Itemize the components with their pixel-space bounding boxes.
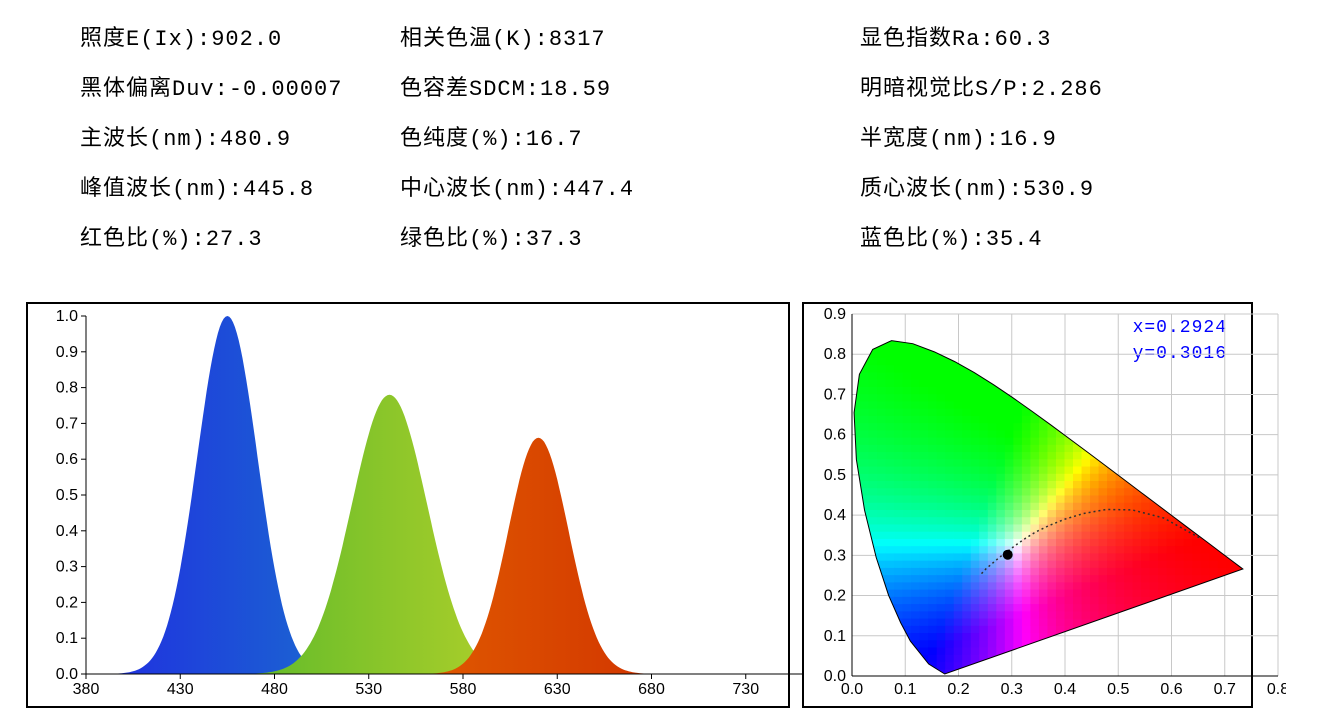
metric-duv: 黑体偏离Duv:-0.00007 [80, 70, 400, 102]
svg-text:0.6: 0.6 [824, 427, 846, 444]
metric-blue-ratio: 蓝色比(%):35.4 [860, 220, 1253, 252]
svg-text:0.3: 0.3 [1001, 681, 1023, 698]
metric-peak-wl: 峰值波长(nm):445.8 [80, 170, 400, 202]
metric-cct: 相关色温(K):8317 [400, 20, 860, 52]
svg-text:0.8: 0.8 [1267, 681, 1286, 698]
metric-fwhm: 半宽度(nm):16.9 [860, 120, 1253, 152]
metric-purity: 色纯度(%):16.7 [400, 120, 860, 152]
svg-text:0.0: 0.0 [841, 681, 863, 698]
svg-text:680: 680 [638, 681, 665, 698]
svg-text:0.1: 0.1 [824, 628, 846, 645]
svg-text:580: 580 [450, 681, 477, 698]
metrics-grid: 照度E(Ix):902.0 相关色温(K):8317 显色指数Ra:60.3 黑… [80, 20, 1253, 252]
svg-text:530: 530 [355, 681, 382, 698]
svg-text:0.5: 0.5 [56, 487, 78, 504]
svg-text:0.4: 0.4 [1054, 681, 1076, 698]
metric-center-wl: 中心波长(nm):447.4 [400, 170, 860, 202]
svg-text:0.9: 0.9 [824, 306, 846, 323]
svg-text:0.5: 0.5 [1107, 681, 1129, 698]
metric-cri: 显色指数Ra:60.3 [860, 20, 1253, 52]
svg-text:0.1: 0.1 [56, 630, 78, 647]
svg-text:0.7: 0.7 [824, 386, 846, 403]
svg-text:430: 430 [167, 681, 194, 698]
svg-text:0.7: 0.7 [56, 415, 78, 432]
metric-sp-ratio: 明暗视觉比S/P:2.286 [860, 70, 1253, 102]
spectrum-chart: 0.00.10.20.30.40.50.60.70.80.91.03804304… [26, 302, 790, 708]
svg-text:1.0: 1.0 [56, 308, 78, 325]
svg-text:0.9: 0.9 [56, 344, 78, 361]
svg-text:0.8: 0.8 [56, 380, 78, 397]
svg-text:730: 730 [732, 681, 759, 698]
svg-text:0.4: 0.4 [824, 507, 846, 524]
metric-red-ratio: 红色比(%):27.3 [80, 220, 400, 252]
svg-text:0.3: 0.3 [56, 559, 78, 576]
svg-text:0.4: 0.4 [56, 523, 78, 540]
svg-text:0.2: 0.2 [947, 681, 969, 698]
metric-illuminance: 照度E(Ix):902.0 [80, 20, 400, 52]
svg-text:0.7: 0.7 [1214, 681, 1236, 698]
metric-dominant-wl: 主波长(nm):480.9 [80, 120, 400, 152]
svg-text:630: 630 [544, 681, 571, 698]
svg-text:0.2: 0.2 [56, 594, 78, 611]
svg-text:0.6: 0.6 [1160, 681, 1182, 698]
metric-centroid-wl: 质心波长(nm):530.9 [860, 170, 1253, 202]
svg-text:380: 380 [73, 681, 100, 698]
cie-chromaticity-chart: x=0.2924 y=0.3016 0.00.10.20.30.40.50.60… [802, 302, 1253, 708]
svg-text:480: 480 [261, 681, 288, 698]
metric-green-ratio: 绿色比(%):37.3 [400, 220, 860, 252]
metric-sdcm: 色容差SDCM:18.59 [400, 70, 860, 102]
svg-text:0.8: 0.8 [824, 346, 846, 363]
svg-text:0.3: 0.3 [824, 547, 846, 564]
svg-text:0.1: 0.1 [894, 681, 916, 698]
svg-text:0.6: 0.6 [56, 451, 78, 468]
svg-text:0.5: 0.5 [824, 467, 846, 484]
svg-text:0.2: 0.2 [824, 588, 846, 605]
